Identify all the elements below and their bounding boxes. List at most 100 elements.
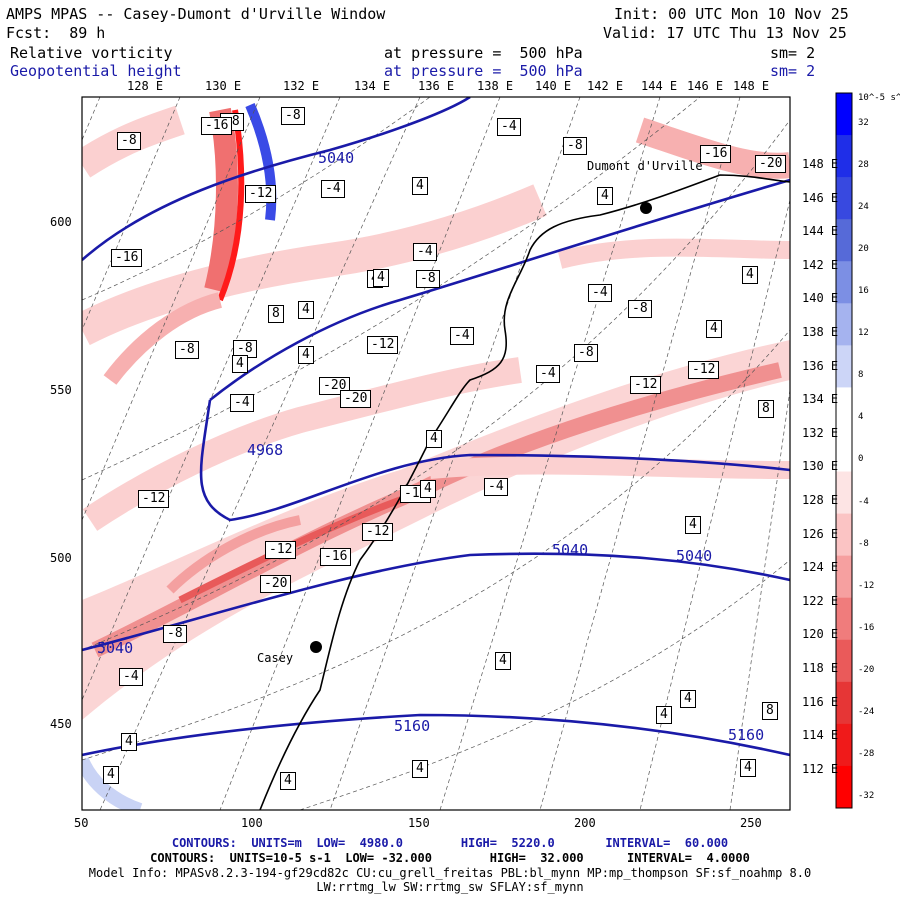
vorticity-contour-label: 4 [680, 690, 696, 708]
height-contour-label: 5160 [728, 726, 765, 744]
lon-right-label: 146 E [802, 190, 839, 205]
vorticity-contour-label: 4 [373, 269, 389, 287]
height-contour-info: CONTOURS: UNITS=m LOW= 4980.0 HIGH= 5220… [171, 836, 729, 850]
vorticity-contour-label: -8 [163, 625, 187, 643]
vorticity-contour-label: -4 [321, 180, 345, 198]
vorticity-contour-label: 4 [232, 355, 248, 373]
lon-right-label: 134 E [802, 392, 839, 407]
lon-right-label: 118 E [802, 661, 839, 675]
colorbar-swatch [836, 471, 852, 515]
field1-level: at pressure = 500 hPa [384, 44, 583, 62]
field2-level: at pressure = 500 hPa [384, 62, 583, 80]
vorticity-contour-label: 4 [103, 766, 119, 784]
colorbar-units: 10^-5 s^-1 [858, 93, 900, 103]
vorticity-contour-label: -12 [265, 541, 297, 559]
height-contour-label: 5040 [552, 541, 589, 559]
vorticity-contour-label: -8 [281, 107, 305, 125]
vorticity-contour-label: -4 [413, 243, 437, 261]
model-info: Model Info: MPASv8.2.3-194-gf29cd82c CU:… [88, 866, 812, 880]
colorbar-swatch [836, 345, 852, 388]
lon-right-label: 120 E [802, 627, 839, 642]
field1-smoothing: sm= 2 [770, 44, 816, 62]
colorbar-label: -24 [858, 706, 875, 717]
vorticity-contour-label: 4 [412, 177, 428, 195]
station-label-casey: Casey [257, 651, 294, 665]
vorticity-contour-label: -4 [119, 668, 143, 686]
colorbar-swatch [836, 135, 852, 178]
vorticity-contour-label: 4 [706, 320, 722, 338]
vorticity-contour-label: -4 [230, 394, 254, 412]
colorbar-label: -28 [858, 748, 875, 759]
colorbar-label: 16 [858, 286, 869, 297]
colorbar-label: 28 [858, 160, 869, 171]
vorticity-contour-label: 8 [268, 305, 284, 323]
vorticity-contour-label: 4 [740, 759, 756, 777]
lon-right-label: 148 E [802, 157, 839, 171]
map-frame [81, 96, 791, 811]
y-tick-label: 600 [50, 215, 72, 229]
colorbar-swatch [836, 429, 852, 473]
vorticity-contour-label: -20 [340, 390, 372, 408]
lon-top-label: 134 E [354, 79, 391, 93]
colorbar-swatch [836, 765, 852, 809]
field1-name: Relative vorticity [10, 44, 173, 62]
lon-right-label: 122 E [802, 593, 839, 608]
vorticity-contour-label: -12 [245, 185, 277, 203]
vorticity-contour-label: -4 [588, 284, 612, 302]
vorticity-contour-label: 4 [121, 733, 137, 751]
vorticity-contour-label: 4 [280, 772, 296, 790]
colorbar-swatch [836, 387, 852, 430]
lon-top-label: 142 E [587, 79, 624, 93]
colorbar-label: 12 [858, 328, 869, 339]
colorbar [836, 93, 852, 809]
vorticity-contour-label: -12 [630, 376, 662, 394]
vorticity-contour-label: -16 [201, 117, 233, 135]
colorbar-label: -8 [858, 538, 869, 549]
model-info-2: LW:rrtmg_lw SW:rrtmg_sw SFLAY:sf_mynn [316, 880, 584, 894]
lon-top-label: 132 E [283, 79, 320, 93]
vorticity-contour-label: 4 [298, 301, 314, 319]
vorticity-contour-label: 4 [656, 706, 672, 724]
colorbar-label: 4 [858, 412, 864, 423]
vorticity-contour-label: -12 [688, 361, 720, 379]
vorticity-contour-label: -8 [628, 300, 652, 318]
vorticity-contour-label: -4 [484, 478, 508, 496]
colorbar-label: -20 [858, 664, 875, 675]
y-tick-label: 500 [50, 551, 72, 565]
lon-right-label: 124 E [802, 560, 839, 575]
y-tick-label: 450 [50, 717, 72, 731]
lon-right-label: 132 E [802, 425, 839, 440]
vorticity-contour-label: 4 [420, 480, 436, 498]
colorbar-swatch [836, 681, 852, 725]
vorticity-contour-label: -12 [367, 336, 399, 354]
lon-top-label: 138 E [477, 79, 514, 93]
vorticity-contour-label: 4 [495, 652, 511, 670]
lon-top-label: 148 E [733, 79, 770, 93]
lon-right-label: 112 E [802, 761, 839, 776]
init-time: Init: 00 UTC Mon 10 Nov 25 [614, 5, 849, 23]
height-contour-label: 5040 [676, 547, 713, 565]
height-contour-label: 5040 [318, 149, 355, 167]
vorticity-contour-label: -8 [563, 137, 587, 155]
colorbar-swatch [836, 219, 852, 262]
colorbar-swatch [836, 261, 852, 304]
lon-right-label: 140 E [802, 291, 839, 306]
lon-right-label: 126 E [802, 526, 839, 541]
colorbar-swatch [836, 303, 852, 346]
colorbar-label: -12 [858, 580, 875, 591]
vorticity-contour-label: 4 [597, 187, 613, 205]
vorticity-contour-label: 4 [685, 516, 701, 534]
vorticity-contour-label: -4 [536, 365, 560, 383]
vorticity-contour-label: -20 [755, 155, 787, 173]
vorticity-contour-label: -4 [450, 327, 474, 345]
vorticity-contour-label: 4 [412, 760, 428, 778]
vorticity-contour-info: CONTOURS: UNITS=10-5 s-1 LOW= -32.000 HI… [150, 851, 750, 865]
x-tick-label: 250 [740, 816, 762, 830]
coastline [259, 174, 790, 810]
colorbar-swatch [836, 597, 852, 641]
colorbar-swatch [836, 513, 852, 557]
colorbar-label: 8 [858, 370, 864, 381]
lon-top-label: 130 E [205, 79, 242, 93]
colorbar-swatch [836, 639, 852, 683]
